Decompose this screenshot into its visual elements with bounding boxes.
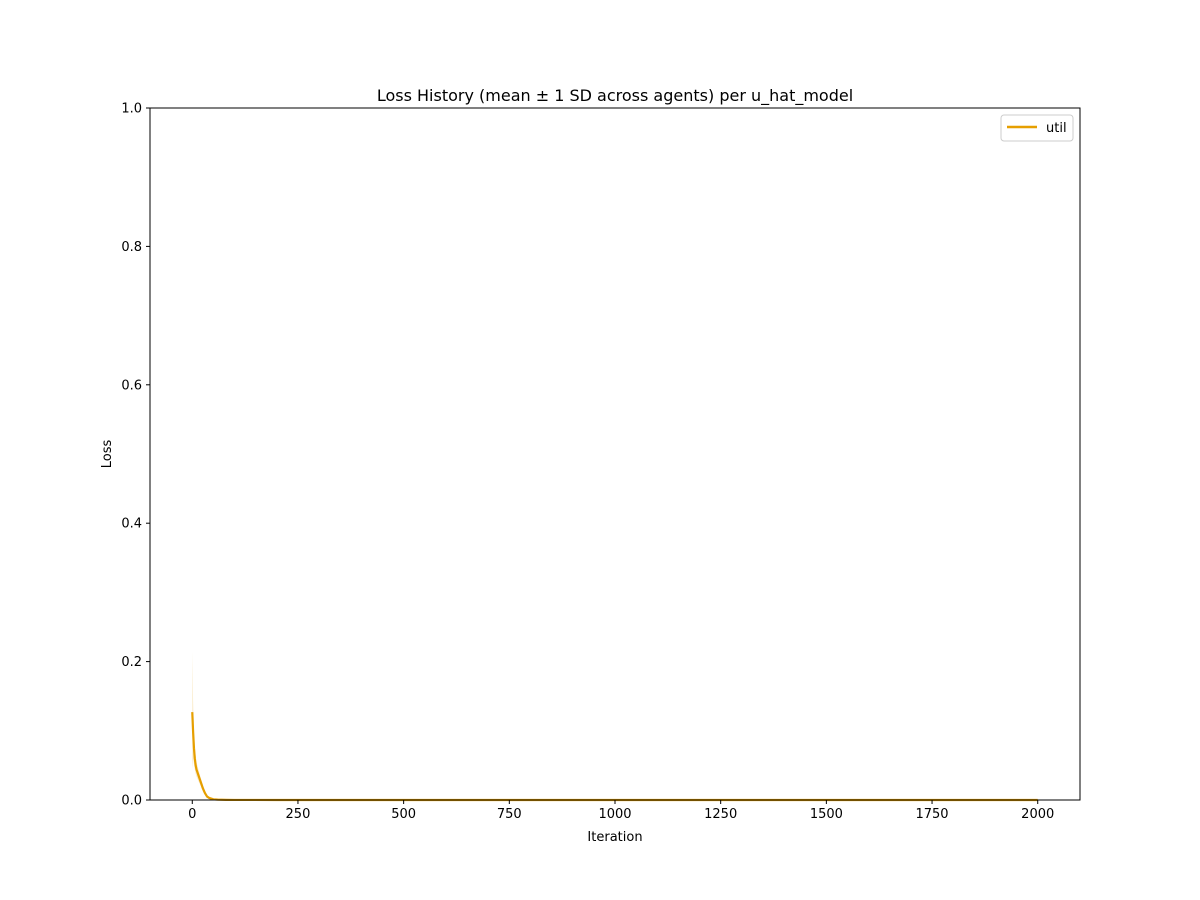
y-tick-label: 0.8: [121, 240, 142, 255]
x-tick-label: 250: [286, 807, 311, 822]
x-tick-label: 2000: [1021, 807, 1054, 822]
x-tick-label: 1000: [598, 807, 631, 822]
x-tick-label: 1500: [810, 807, 843, 822]
x-tick-label: 1250: [704, 807, 737, 822]
chart-title: Loss History (mean ± 1 SD across agents)…: [377, 86, 853, 106]
x-tick-label: 500: [391, 807, 416, 822]
y-tick-label: 0.4: [121, 517, 142, 532]
y-tick-label: 0.2: [121, 655, 142, 670]
x-axis: 0 250 500 750 1000 1250 1500 1750 2000: [188, 800, 1054, 822]
legend-label-util: util: [1046, 121, 1067, 136]
y-tick-label: 0.0: [121, 794, 142, 809]
x-tick-label: 1750: [915, 807, 948, 822]
x-axis-label: Iteration: [587, 830, 642, 845]
y-axis-label: Loss: [100, 440, 115, 469]
x-tick-label: 0: [188, 807, 196, 822]
x-tick-label: 750: [497, 807, 522, 822]
y-axis: 0.0 0.2 0.4 0.6 0.8 1.0: [121, 102, 150, 809]
legend: util: [1000, 114, 1074, 142]
y-tick-label: 1.0: [121, 102, 142, 117]
y-tick-label: 0.6: [121, 378, 142, 393]
